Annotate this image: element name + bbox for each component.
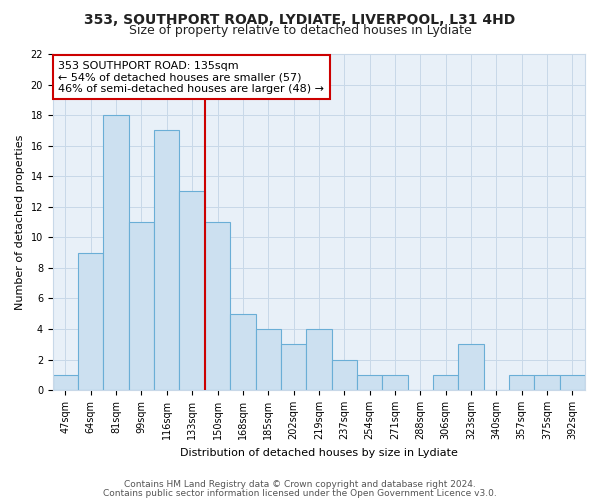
Bar [154, 130, 179, 390]
Bar [382, 375, 407, 390]
Bar [230, 314, 256, 390]
Bar [332, 360, 357, 390]
Text: 353, SOUTHPORT ROAD, LYDIATE, LIVERPOOL, L31 4HD: 353, SOUTHPORT ROAD, LYDIATE, LIVERPOOL,… [85, 12, 515, 26]
Bar [281, 344, 306, 390]
Bar [509, 375, 535, 390]
Bar [205, 222, 230, 390]
Bar [129, 222, 154, 390]
X-axis label: Distribution of detached houses by size in Lydiate: Distribution of detached houses by size … [180, 448, 458, 458]
Text: Contains public sector information licensed under the Open Government Licence v3: Contains public sector information licen… [103, 489, 497, 498]
Bar [179, 192, 205, 390]
Bar [53, 375, 78, 390]
Bar [103, 115, 129, 390]
Text: 353 SOUTHPORT ROAD: 135sqm
← 54% of detached houses are smaller (57)
46% of semi: 353 SOUTHPORT ROAD: 135sqm ← 54% of deta… [58, 60, 324, 94]
Y-axis label: Number of detached properties: Number of detached properties [15, 134, 25, 310]
Text: Contains HM Land Registry data © Crown copyright and database right 2024.: Contains HM Land Registry data © Crown c… [124, 480, 476, 489]
Bar [560, 375, 585, 390]
Bar [306, 329, 332, 390]
Bar [357, 375, 382, 390]
Bar [78, 252, 103, 390]
Text: Size of property relative to detached houses in Lydiate: Size of property relative to detached ho… [128, 24, 472, 37]
Bar [256, 329, 281, 390]
Bar [433, 375, 458, 390]
Bar [535, 375, 560, 390]
Bar [458, 344, 484, 390]
